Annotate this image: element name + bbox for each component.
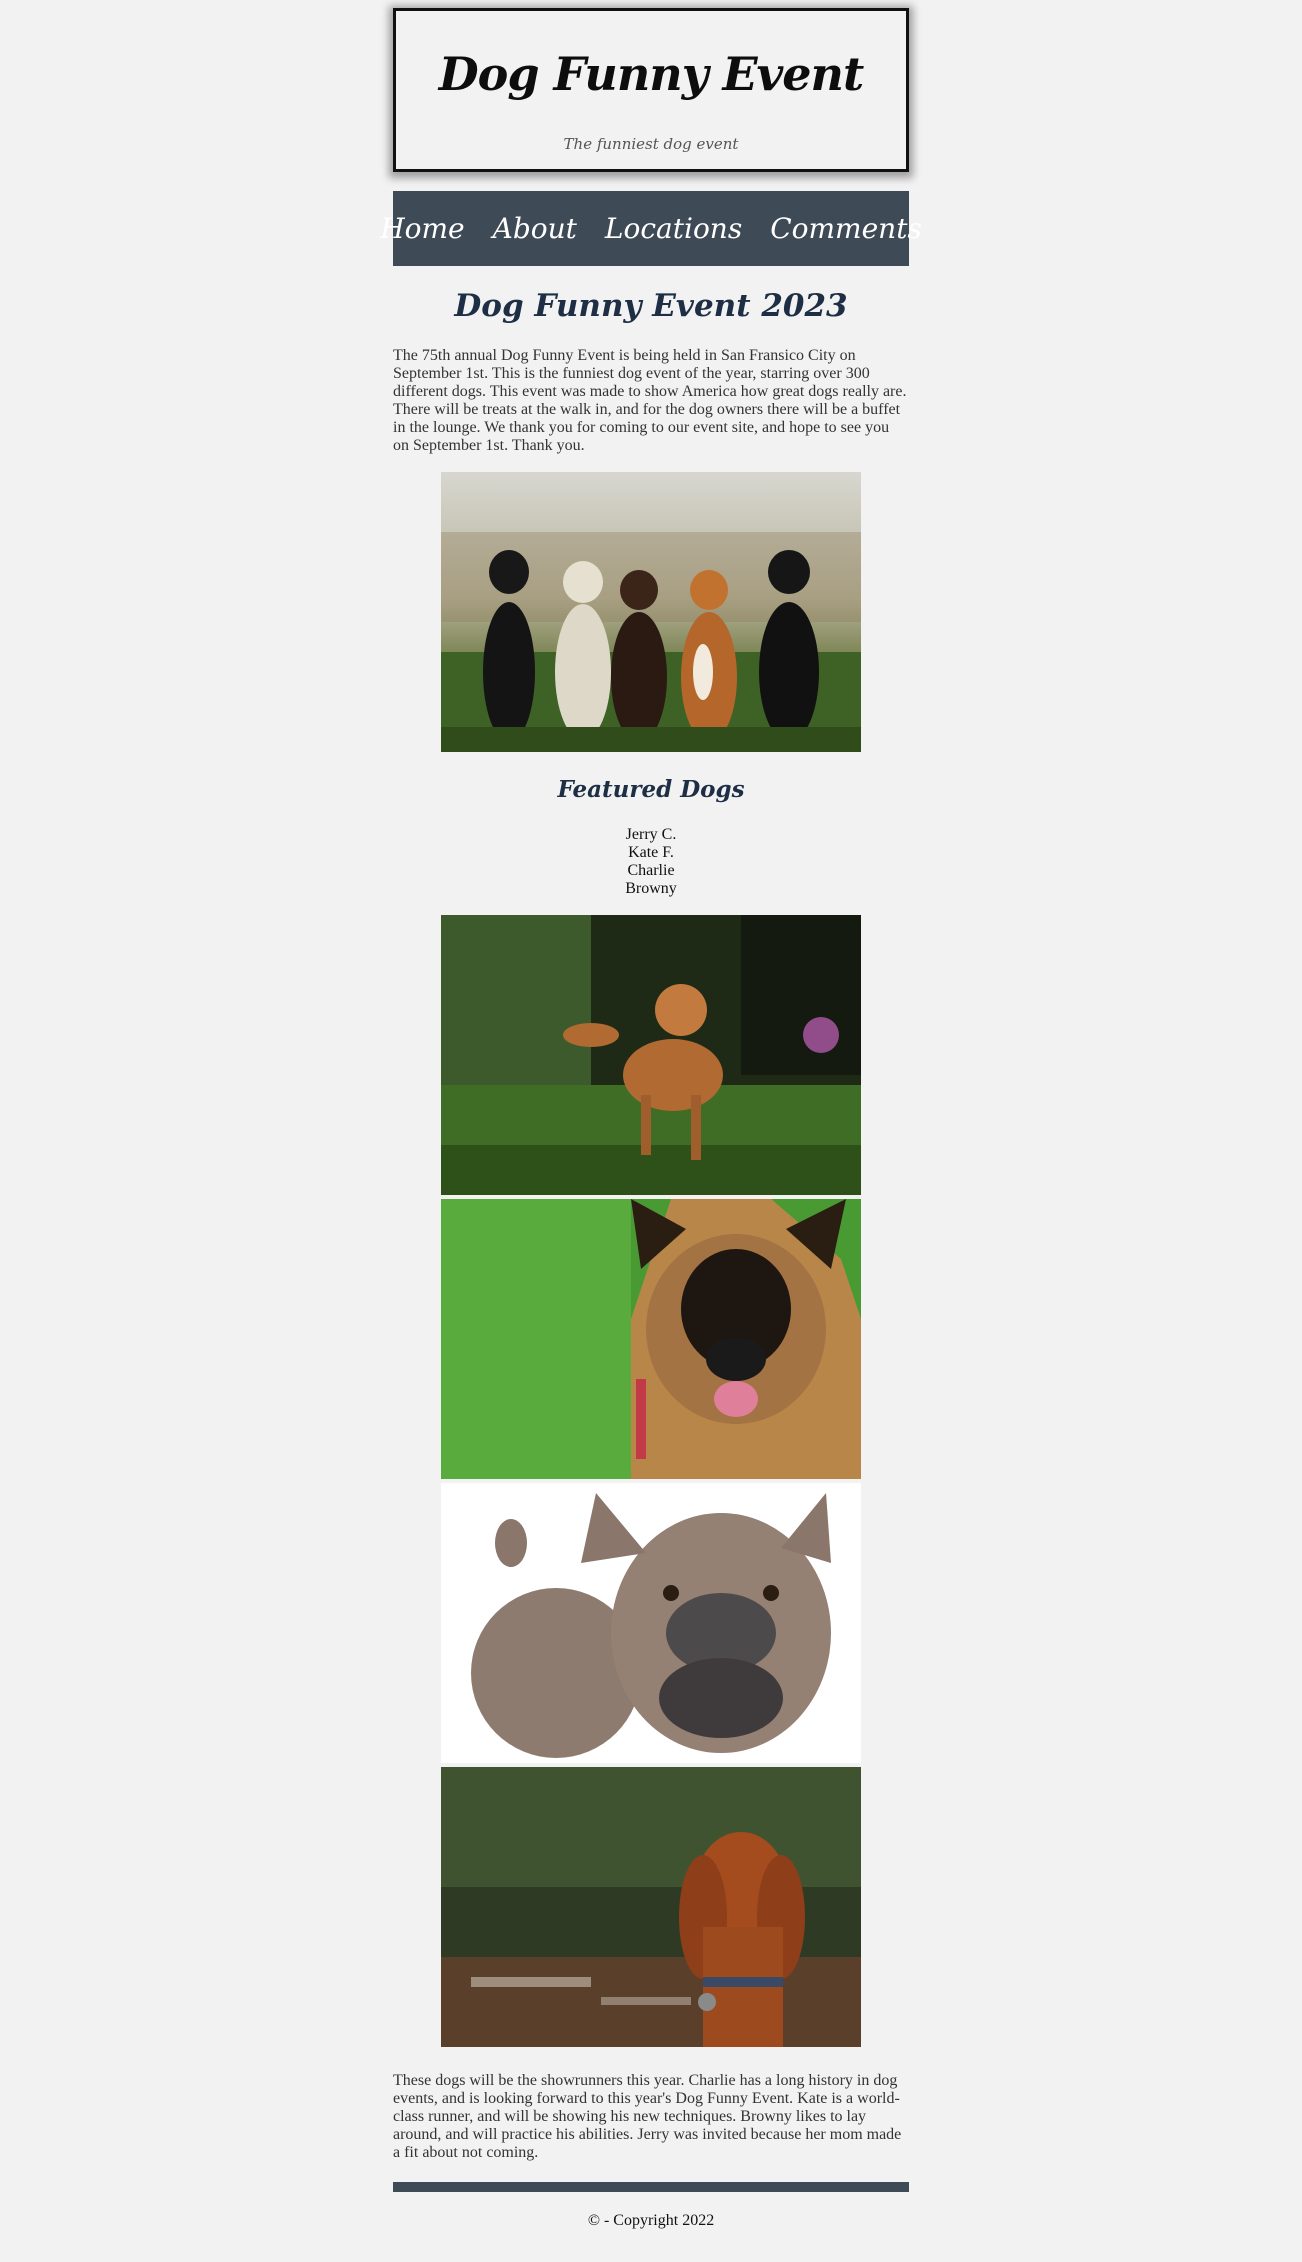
featured-dogs-list: Jerry C. Kate F. Charlie Browny — [393, 826, 909, 898]
site-header: Dog Funny Event The funniest dog event — [393, 8, 909, 172]
list-item: Charlie — [627, 862, 675, 879]
intro-paragraph: The 75th annual Dog Funny Event is being… — [393, 347, 907, 454]
footer-divider — [393, 2182, 909, 2192]
list-item: Kate F. — [628, 844, 674, 861]
featured-dogs-heading: Featured Dogs — [557, 776, 745, 803]
event-heading: Dog Funny Event 2023 — [454, 288, 848, 324]
site-tagline: The funniest dog event — [563, 135, 739, 153]
list-item: Browny — [625, 880, 677, 897]
nav-home-link[interactable]: Home — [380, 211, 465, 245]
list-item: Jerry C. — [625, 826, 677, 843]
nav-about-link[interactable]: About — [492, 211, 577, 245]
hound-dog-photo — [441, 1767, 861, 2047]
nav-locations-link[interactable]: Locations — [604, 211, 743, 245]
french-bulldog-photo — [441, 1483, 861, 1763]
group-dogs-photo — [441, 472, 861, 752]
nav-comments-link[interactable]: Comments — [770, 211, 922, 245]
main-nav: Home About Locations Comments — [380, 191, 922, 266]
closing-paragraph: These dogs will be the showrunners this … — [393, 2072, 902, 2161]
copyright-text: © - Copyright 2022 — [587, 2212, 715, 2229]
running-golden-retriever-photo — [441, 915, 861, 1195]
german-shepherd-photo — [441, 1199, 861, 1479]
site-title: Dog Funny Event — [438, 47, 864, 101]
